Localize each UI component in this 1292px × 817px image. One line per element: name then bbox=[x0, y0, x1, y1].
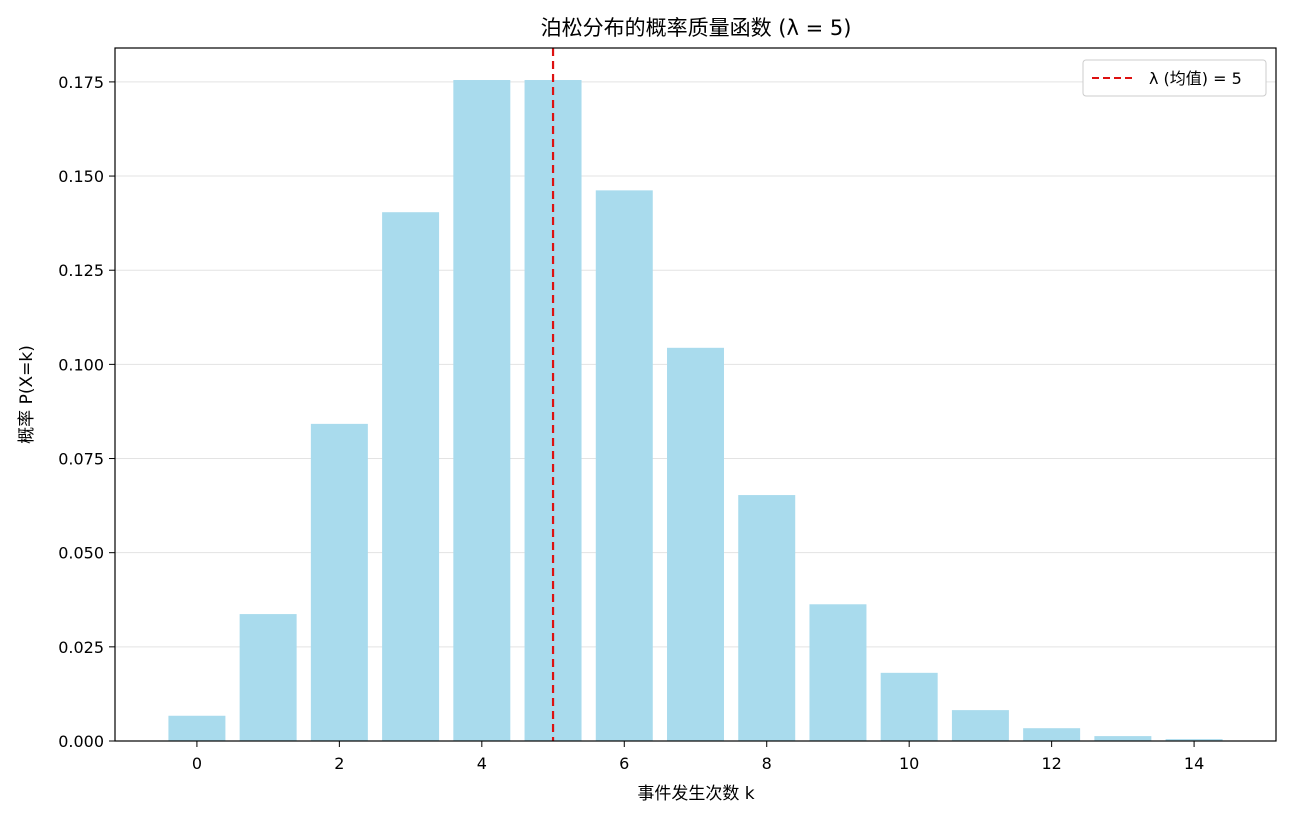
bar-k-7 bbox=[667, 347, 724, 741]
y-tick-label: 0.175 bbox=[58, 73, 104, 92]
legend: λ (均值) = 5 bbox=[1082, 59, 1267, 97]
y-tick-label: 0.150 bbox=[58, 167, 104, 186]
bar-k-3 bbox=[382, 212, 440, 741]
bar-k-6 bbox=[595, 190, 653, 741]
bar-k-8 bbox=[738, 495, 796, 741]
chart-title: 泊松分布的概率质量函数 (λ = 5) bbox=[541, 16, 852, 40]
legend-box bbox=[1082, 59, 1267, 97]
bar-k-4 bbox=[453, 80, 511, 741]
bar-k-5 bbox=[524, 80, 582, 741]
x-tick-label: 10 bbox=[899, 754, 919, 773]
x-axis-ticks: 0 2 4 6 8 10 12 14 bbox=[192, 741, 1204, 773]
bar-k-13 bbox=[1094, 736, 1152, 741]
x-tick-label: 12 bbox=[1041, 754, 1061, 773]
x-tick-label: 4 bbox=[477, 754, 487, 773]
x-axis-label: 事件发生次数 k bbox=[637, 784, 754, 804]
x-tick-label: 14 bbox=[1184, 754, 1204, 773]
y-axis-ticks: 0.000 0.025 0.050 0.075 0.100 0.125 0.150 0.175 bbox=[58, 73, 115, 751]
bar-k-0 bbox=[168, 715, 226, 741]
x-tick-label: 2 bbox=[334, 754, 344, 773]
x-tick-label: 8 bbox=[762, 754, 772, 773]
y-tick-label: 0.000 bbox=[58, 732, 104, 751]
y-tick-label: 0.125 bbox=[58, 261, 104, 280]
plot-frame bbox=[114, 47, 1277, 742]
x-tick-label: 0 bbox=[192, 754, 202, 773]
legend-entry-mean: λ (均值) = 5 bbox=[1149, 69, 1242, 88]
bars bbox=[168, 80, 1223, 741]
bar-k-2 bbox=[310, 423, 368, 741]
bar-k-11 bbox=[951, 710, 1009, 741]
y-tick-label: 0.100 bbox=[58, 355, 104, 374]
y-tick-label: 0.050 bbox=[58, 544, 104, 563]
bar-k-14 bbox=[1165, 739, 1223, 741]
y-tick-label: 0.025 bbox=[58, 638, 104, 657]
y-tick-label: 0.075 bbox=[58, 450, 104, 469]
bar-k-12 bbox=[1023, 728, 1081, 741]
bar-k-10 bbox=[880, 672, 938, 741]
y-axis-label: 概率 P(X=k) bbox=[17, 345, 37, 444]
bar-k-1 bbox=[239, 614, 297, 741]
bar-k-9 bbox=[809, 604, 867, 741]
x-tick-label: 6 bbox=[619, 754, 629, 773]
